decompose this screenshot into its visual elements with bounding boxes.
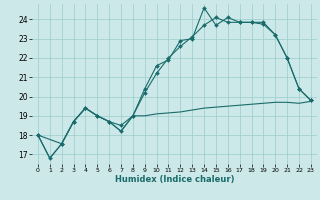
X-axis label: Humidex (Indice chaleur): Humidex (Indice chaleur) (115, 175, 234, 184)
